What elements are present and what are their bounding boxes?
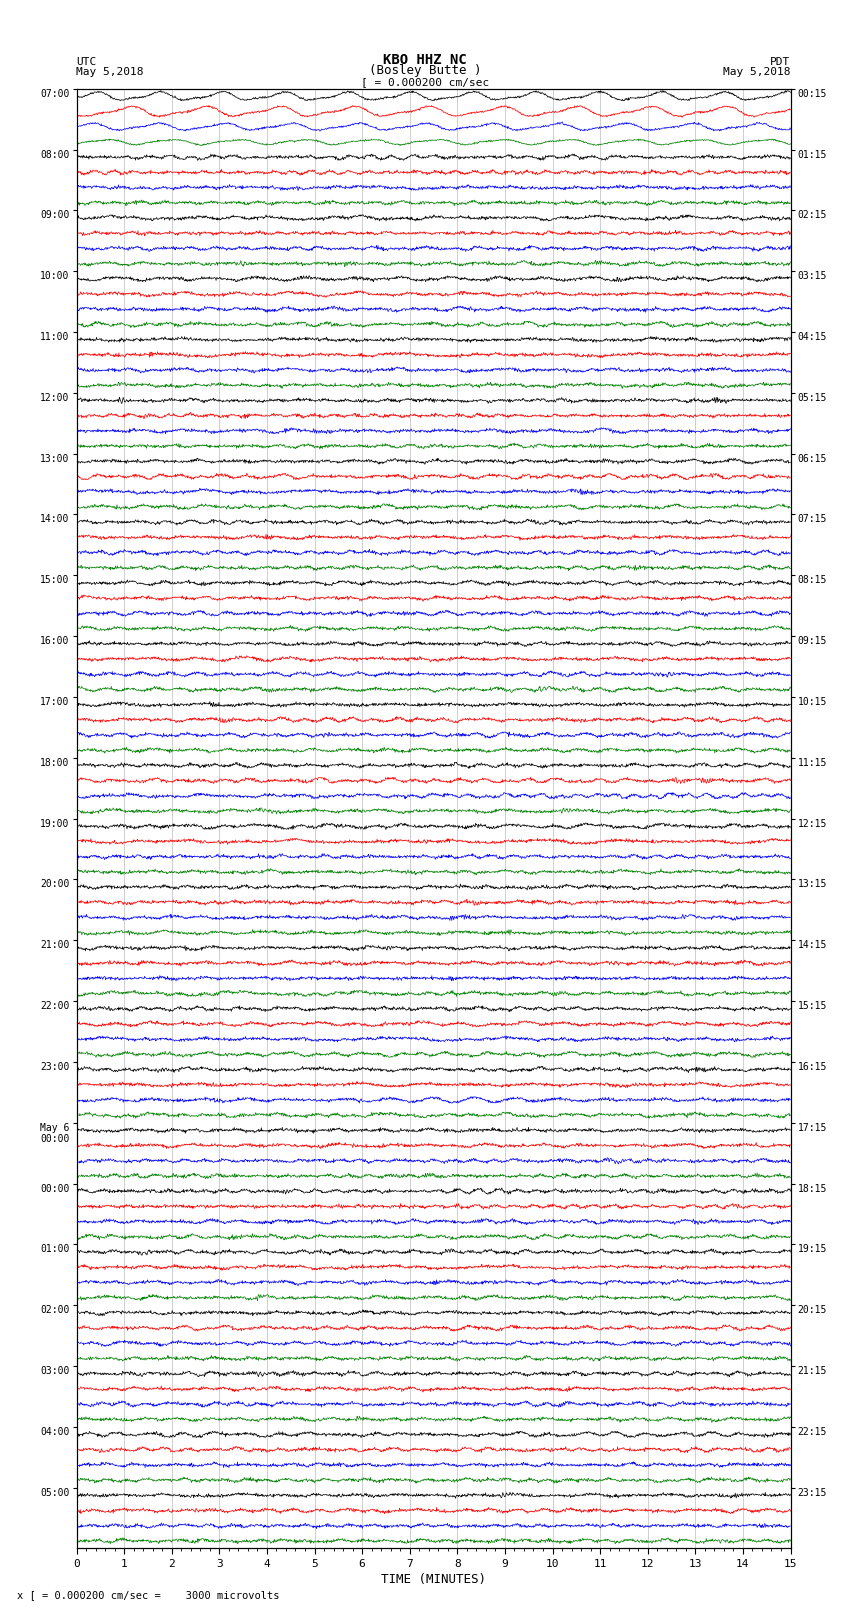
Text: May 5,2018: May 5,2018 <box>723 68 791 77</box>
Text: UTC: UTC <box>76 56 97 66</box>
Text: PDT: PDT <box>770 56 790 66</box>
Text: KBO HHZ NC: KBO HHZ NC <box>383 53 467 66</box>
Text: (Bosley Butte ): (Bosley Butte ) <box>369 65 481 77</box>
Text: x [ = 0.000200 cm/sec =    3000 microvolts: x [ = 0.000200 cm/sec = 3000 microvolts <box>17 1590 280 1600</box>
Text: [ = 0.000200 cm/sec: [ = 0.000200 cm/sec <box>361 77 489 87</box>
Text: May 5,2018: May 5,2018 <box>76 68 144 77</box>
X-axis label: TIME (MINUTES): TIME (MINUTES) <box>381 1573 486 1586</box>
